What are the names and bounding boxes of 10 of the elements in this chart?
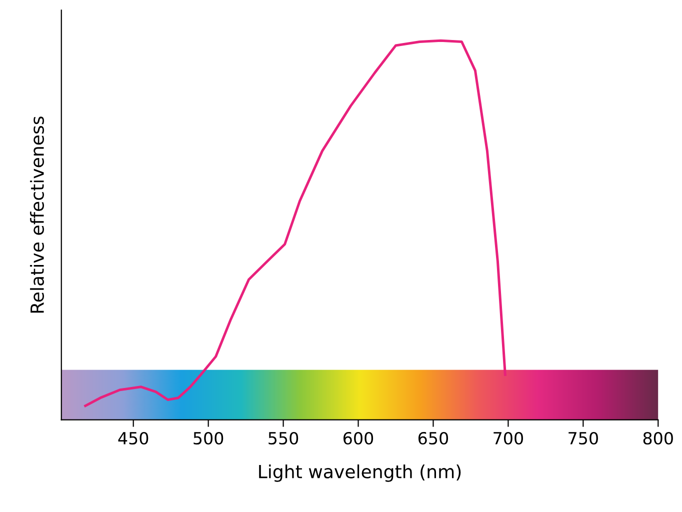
x-axis-title: Light wavelength (nm) <box>259 464 461 482</box>
x-tick-label: 700 <box>494 432 523 445</box>
x-tick-label: 500 <box>194 432 224 445</box>
x-tick-label: 750 <box>568 432 598 445</box>
x-tick-label: 600 <box>344 432 374 445</box>
x-tick-label: 550 <box>268 432 298 445</box>
x-tick-label: 800 <box>643 432 673 445</box>
y-axis-title: Relative effectiveness <box>30 116 44 313</box>
x-tick-label: 650 <box>418 432 448 445</box>
x-tick-label: 450 <box>118 432 148 445</box>
